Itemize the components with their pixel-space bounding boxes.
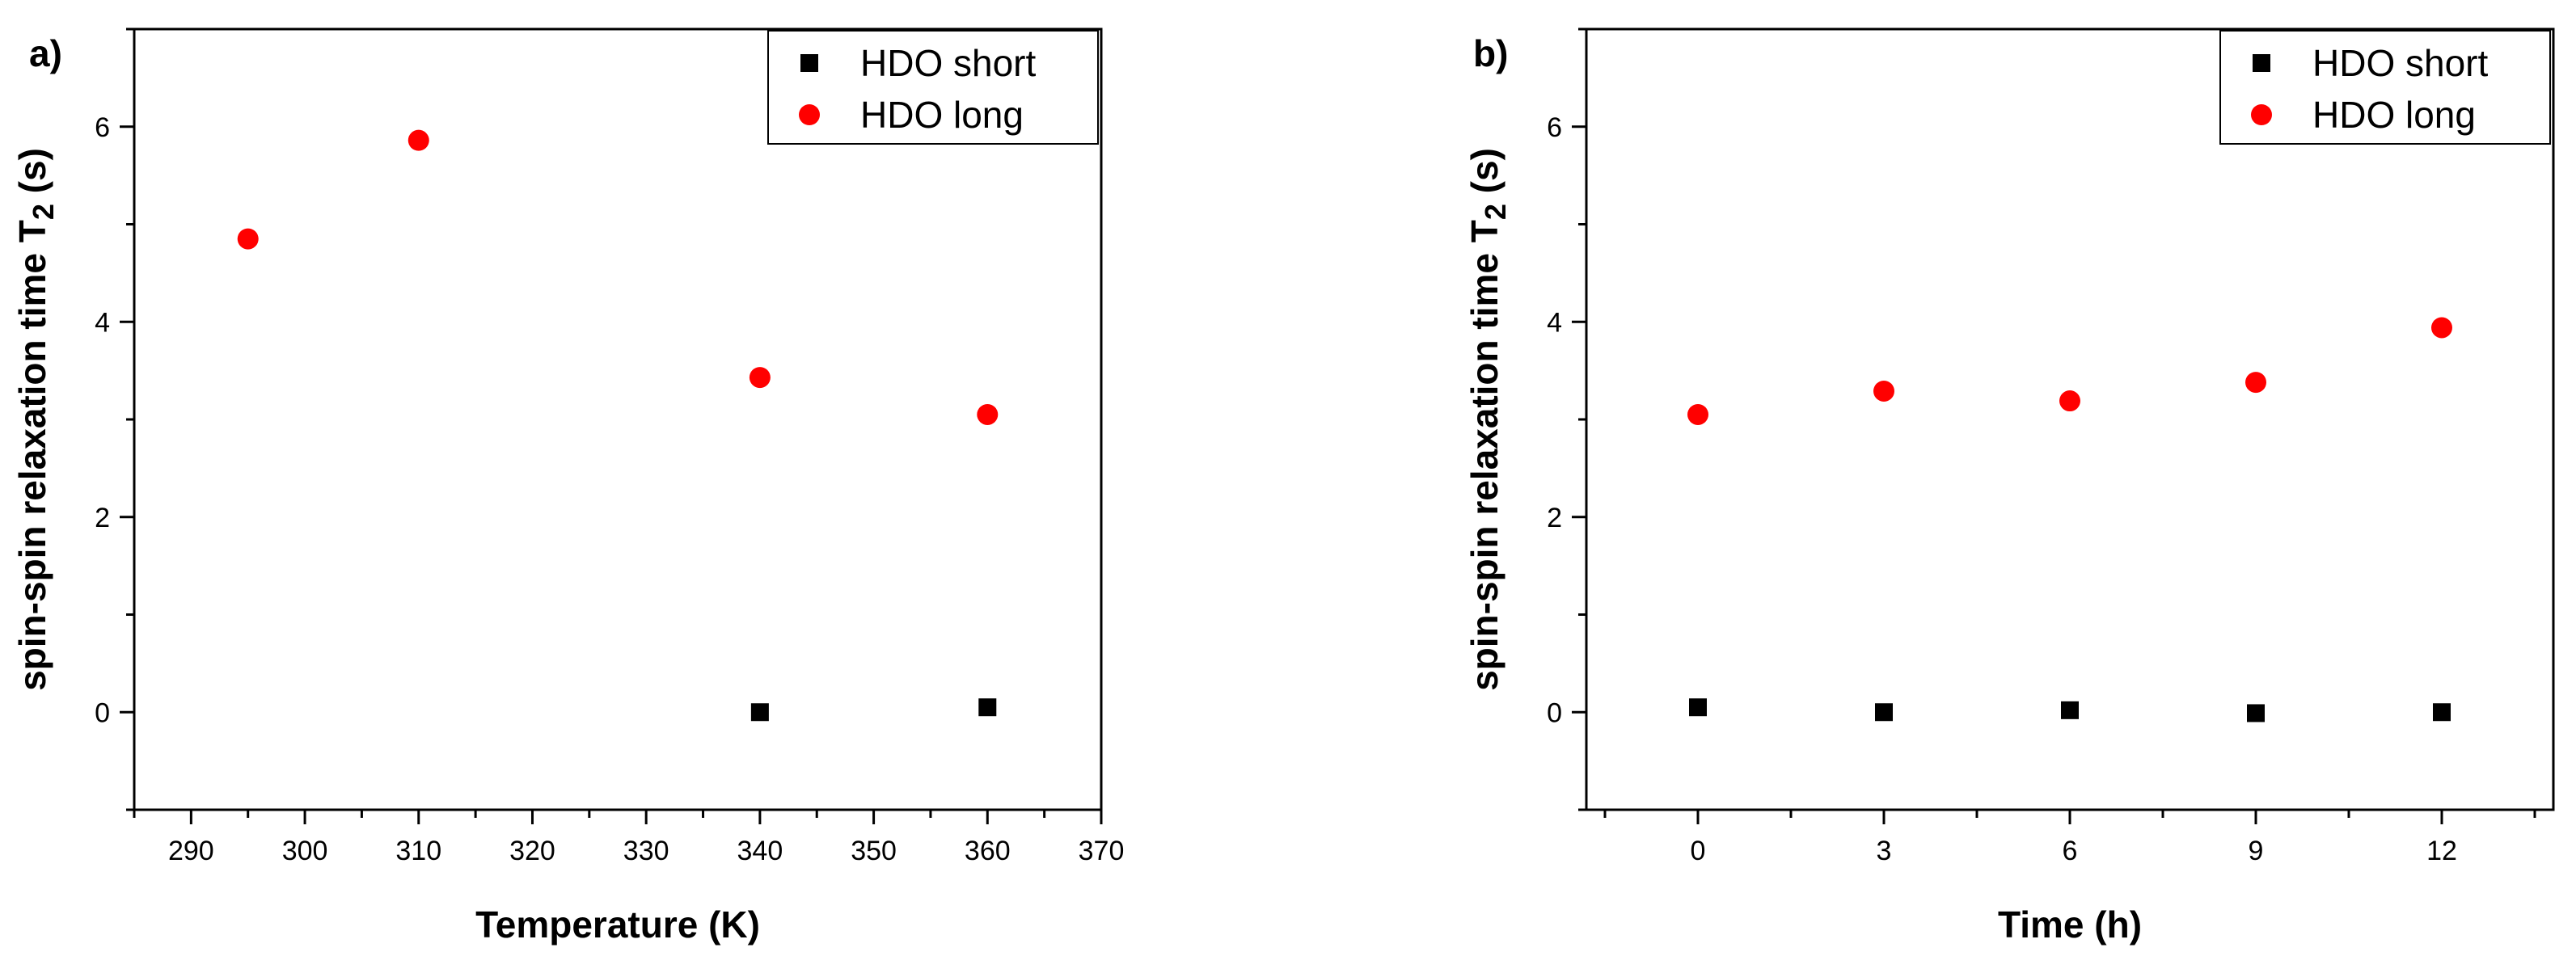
point-hdo-short <box>2433 703 2451 722</box>
y-tick-label: 2 <box>1547 503 1562 533</box>
point-hdo-long <box>408 129 429 151</box>
plot-frame <box>133 27 1103 811</box>
x-tick-label: 0 <box>1691 836 1706 866</box>
point-hdo-short <box>1689 698 1707 717</box>
y-axis-title-b: spin-spin relaxation time T2 (s) <box>1463 148 1512 691</box>
panel-label-a: a) <box>29 32 62 74</box>
point-hdo-long <box>1687 403 1708 425</box>
y-tick-label: 6 <box>95 112 110 143</box>
point-hdo-long <box>749 367 771 389</box>
point-hdo-long <box>2059 390 2080 412</box>
y-axis-title-sub-b: 2 <box>1479 204 1512 220</box>
point-hdo-long <box>2245 372 2266 394</box>
x-tick-label: 12 <box>2426 836 2457 866</box>
legend-frame <box>2219 30 2551 145</box>
x-tick-label: 340 <box>737 836 783 866</box>
y-tick-label: 6 <box>1547 112 1562 143</box>
legend-label-long-a: HDO long <box>860 94 1024 136</box>
x-axis-title-a: Temperature (K) <box>475 904 760 946</box>
panel-label-b: b) <box>1473 32 1508 74</box>
legend-swatch-long <box>799 104 820 125</box>
x-tick-label: 290 <box>168 836 214 866</box>
plot-area-b: 0 3 6 9 12 0 2 4 6 <box>1547 27 2555 866</box>
point-hdo-long <box>2431 317 2452 339</box>
x-tick-label: 300 <box>282 836 328 866</box>
legend-swatch-short <box>800 54 818 72</box>
legend-label-short-a: HDO short <box>860 42 1036 84</box>
legend-swatch-long <box>2251 104 2272 125</box>
panel-b: b) 0 3 6 9 12 0 2 4 6 HDO short HDO long Time (h… <box>1463 27 2555 946</box>
x-tick-label: 3 <box>1877 836 1892 866</box>
point-hdo-short <box>750 703 769 722</box>
y-axis-title-unit-b: (s) <box>1463 148 1505 204</box>
legend-frame <box>767 30 1099 145</box>
x-axis-title-b: Time (h) <box>1998 904 2142 946</box>
legend-b: HDO short HDO long <box>2219 30 2551 145</box>
y-axis-title-main-b: spin-spin relaxation time T <box>1463 220 1505 691</box>
y-axis-title-main-a: spin-spin relaxation time T <box>11 220 53 691</box>
legend-label-long-b: HDO long <box>2312 94 2476 136</box>
x-tick-label: 360 <box>965 836 1011 866</box>
point-hdo-short <box>2061 701 2079 719</box>
legend-a: HDO short HDO long <box>767 30 1099 145</box>
point-hdo-short <box>2247 704 2265 722</box>
point-hdo-long <box>1873 380 1894 402</box>
x-tick-label: 350 <box>851 836 897 866</box>
y-tick-label: 0 <box>95 697 110 728</box>
y-axis-title-unit-a: (s) <box>11 148 53 204</box>
point-hdo-short <box>978 698 997 717</box>
y-tick-label: 0 <box>1547 697 1562 728</box>
x-tick-label: 6 <box>2063 836 2078 866</box>
y-tick-label: 4 <box>1547 307 1562 338</box>
y-tick-label: 2 <box>95 503 110 533</box>
point-hdo-short <box>1875 703 1893 722</box>
panel-a: a) 290 300 310 320 330 340 350 360 370 0 2 4 6 HDO s… <box>11 27 1125 946</box>
plot-area-a: 290 300 310 320 330 340 350 360 370 0 2 4 6 <box>95 27 1125 866</box>
y-tick-label: 4 <box>95 307 110 338</box>
x-tick-label: 320 <box>509 836 555 866</box>
x-tick-label: 370 <box>1079 836 1125 866</box>
point-hdo-long <box>237 228 259 250</box>
x-tick-label: 330 <box>623 836 669 866</box>
x-tick-label: 9 <box>2249 836 2264 866</box>
y-axis-title-sub-a: 2 <box>27 204 60 220</box>
legend-label-short-b: HDO short <box>2312 42 2488 84</box>
point-hdo-long <box>977 403 999 425</box>
y-axis-title-a: spin-spin relaxation time T2 (s) <box>11 148 60 691</box>
plot-frame <box>1585 27 2555 811</box>
legend-swatch-short <box>2253 54 2270 72</box>
x-tick-label: 310 <box>395 836 441 866</box>
